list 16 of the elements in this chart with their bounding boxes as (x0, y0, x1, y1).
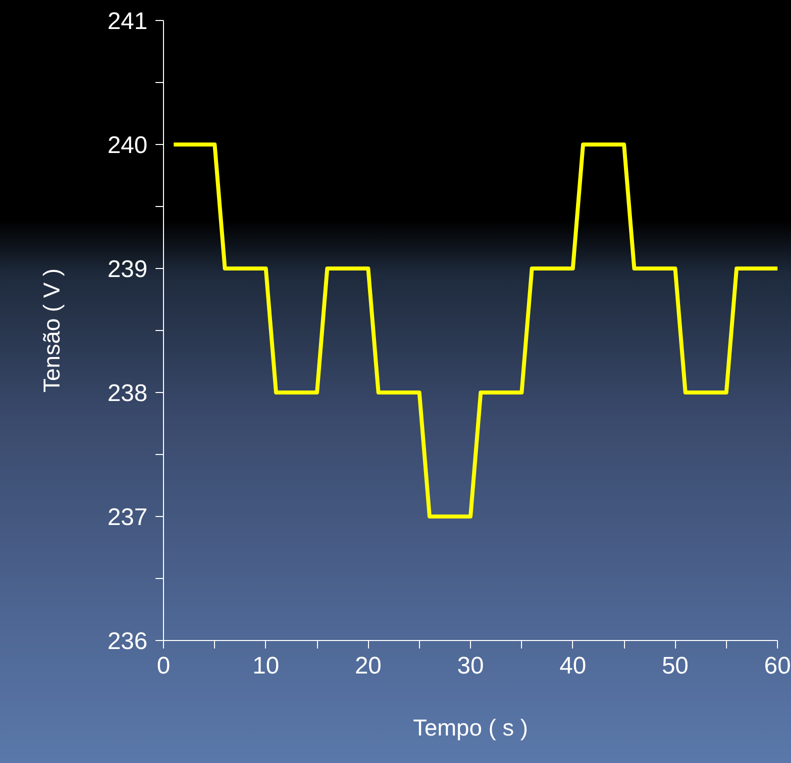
y-tick-label: 241 (107, 8, 148, 35)
y-tick-label: 237 (107, 504, 148, 531)
y-tick-label: 240 (107, 132, 148, 159)
x-tick-label: 0 (156, 652, 170, 680)
x-tick-label: 50 (662, 652, 689, 680)
x-tick-label: 10 (252, 652, 280, 680)
x-tick-label: 30 (457, 652, 484, 680)
x-axis-title: Tempo ( s ) (412, 714, 528, 740)
x-tick-label: 40 (559, 652, 586, 680)
x-tick-label: 20 (354, 652, 382, 680)
y-tick-label: 239 (107, 256, 148, 283)
x-tick-label: 60 (764, 652, 791, 680)
y-axis-title: Tensão ( V ) (38, 268, 64, 392)
y-tick-label: 238 (107, 380, 148, 407)
y-tick-label: 236 (107, 628, 148, 655)
line-series (172, 142, 778, 518)
